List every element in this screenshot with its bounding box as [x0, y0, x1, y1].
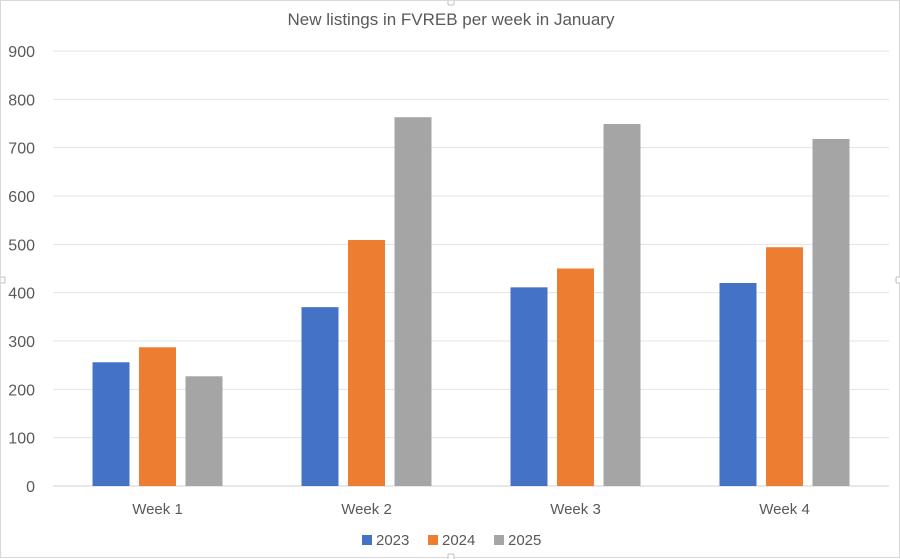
legend-label: 2023: [376, 532, 409, 549]
resize-handle[interactable]: [1, 276, 6, 284]
chart-title: New listings in FVREB per week in Januar…: [288, 10, 615, 29]
y-tick-label: 300: [8, 334, 35, 351]
bars: [92, 117, 850, 486]
bar-2024-week-4: [766, 247, 803, 486]
y-tick-label: 700: [8, 141, 35, 158]
bar-2024-week-1: [139, 347, 176, 486]
bar-2025-week-2: [394, 117, 432, 486]
bar-2025-week-1: [185, 376, 223, 486]
bar-2023-week-1: [92, 362, 130, 486]
bar-2023-week-4: [719, 283, 757, 486]
resize-handle[interactable]: [895, 276, 900, 284]
y-tick-label: 400: [8, 286, 35, 303]
legend: 2023 2024 2025: [362, 532, 541, 549]
x-axis-tick-labels: Week 1 Week 2 Week 3 Week 4: [132, 501, 810, 518]
resize-handle[interactable]: [447, 553, 455, 559]
y-axis-tick-labels: 0 100 200 300 400 500 600 700 800 900: [8, 44, 35, 496]
resize-handle[interactable]: [447, 1, 455, 6]
y-tick-label: 800: [8, 92, 35, 109]
x-tick-label: Week 3: [550, 501, 601, 518]
x-tick-label: Week 1: [132, 501, 183, 518]
x-tick-label: Week 2: [341, 501, 392, 518]
y-tick-label: 200: [8, 382, 35, 399]
legend-swatch-2025: [494, 535, 504, 545]
y-tick-label: 900: [8, 44, 35, 61]
legend-label: 2025: [508, 532, 541, 549]
y-tick-label: 500: [8, 237, 35, 254]
legend-swatch-2024: [428, 535, 438, 545]
bar-2025-week-4: [812, 138, 850, 486]
bar-2023-week-2: [301, 307, 339, 486]
y-tick-label: 0: [26, 479, 35, 496]
legend-swatch-2023: [362, 535, 372, 545]
bar-2024-week-3: [557, 268, 594, 486]
gridlines: [53, 50, 889, 487]
y-tick-label: 600: [8, 189, 35, 206]
y-tick-label: 100: [8, 431, 35, 448]
x-tick-label: Week 4: [759, 501, 810, 518]
bar-2023-week-3: [510, 287, 548, 486]
bar-2025-week-3: [603, 123, 641, 486]
bar-2024-week-2: [348, 239, 385, 486]
legend-label: 2024: [442, 532, 475, 549]
